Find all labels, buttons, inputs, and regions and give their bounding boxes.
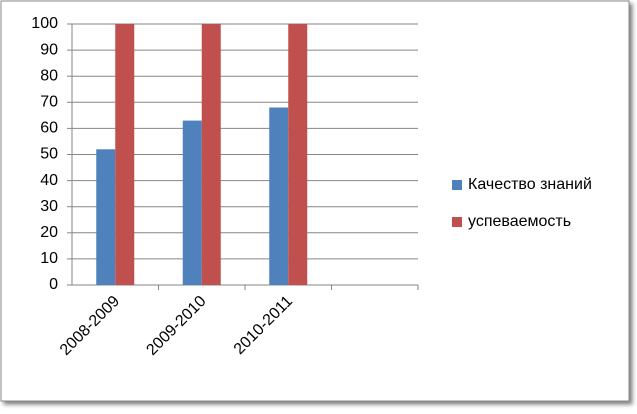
y-tick-label: 70: [40, 94, 58, 111]
y-tick-label: 0: [49, 276, 58, 293]
bar: [96, 149, 116, 285]
y-tick-label: 80: [40, 67, 58, 84]
bar: [269, 107, 289, 286]
y-tick-label: 40: [40, 172, 58, 189]
legend-swatch: [452, 217, 462, 227]
bar: [182, 120, 202, 285]
y-tick-label: 10: [40, 250, 58, 267]
legend-swatch: [452, 180, 462, 190]
bar: [201, 24, 221, 285]
y-tick-label: 60: [40, 120, 58, 137]
y-tick-label: 50: [40, 146, 58, 163]
bar: [288, 24, 308, 285]
y-tick-label: 100: [31, 15, 58, 32]
bar: [115, 24, 135, 285]
y-tick-label: 90: [40, 41, 58, 58]
chart-frame: [0, 0, 630, 402]
y-tick-label: 30: [40, 198, 58, 215]
y-tick-label: 20: [40, 224, 58, 241]
legend-label: Качество знаний: [468, 176, 592, 193]
legend-label: успеваемость: [468, 213, 571, 230]
